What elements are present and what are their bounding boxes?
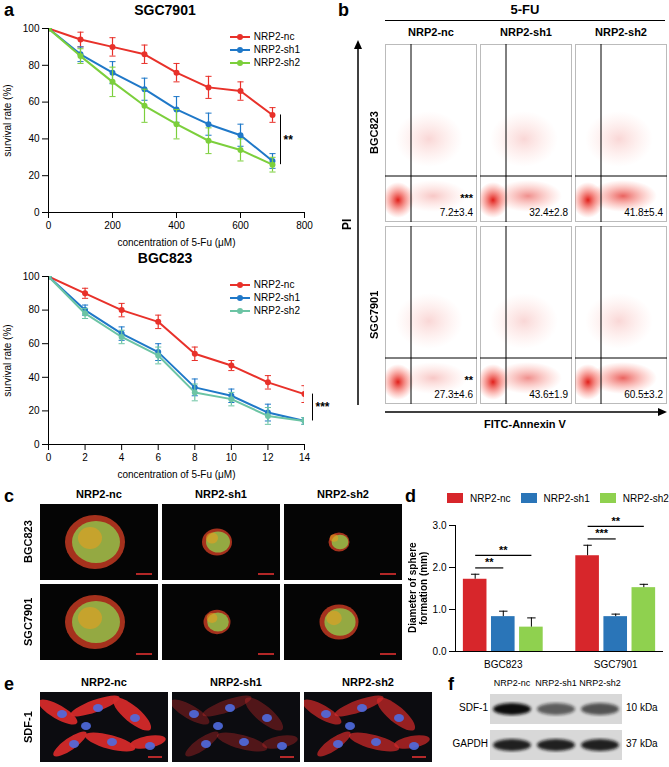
html-text:SGC7901: SGC7901	[368, 290, 380, 340]
svg-text:SGC7901: SGC7901	[594, 659, 638, 670]
html-text:NRP2-sh1: NRP2-sh1	[195, 488, 247, 500]
svg-text:14: 14	[299, 452, 311, 463]
html-text:NRP2-nc: NRP2-nc	[470, 492, 511, 504]
html-text:NRP2-sh1: NRP2-sh1	[253, 44, 300, 55]
svg-text:0: 0	[46, 220, 52, 231]
svg-text:***: ***	[460, 192, 474, 204]
svg-text:800: 800	[296, 220, 313, 231]
html-text:NRP2-sh1: NRP2-sh1	[253, 292, 300, 303]
html-text:NRP2-sh2: NRP2-sh2	[253, 305, 300, 316]
html-text:e: e	[4, 674, 14, 694]
html-text:SDF-1: SDF-1	[459, 702, 488, 713]
html-text:b: b	[338, 0, 349, 20]
html-text:NRP2-sh2: NRP2-sh2	[317, 488, 369, 500]
html-text:c: c	[4, 486, 14, 506]
svg-text:100: 100	[23, 23, 40, 34]
svg-text:3.0: 3.0	[433, 520, 447, 531]
html-text:PI: PI	[340, 218, 354, 230]
html-text:SDF-1: SDF-1	[22, 711, 34, 743]
html-text:NRP2-nc: NRP2-nc	[81, 676, 127, 688]
html-text:d: d	[405, 486, 416, 506]
html-text:NRP2-sh1: NRP2-sh1	[500, 26, 552, 38]
html-text:NRP2-sh2: NRP2-sh2	[253, 57, 300, 68]
svg-text:600: 600	[232, 220, 249, 231]
html-text:GAPDH: GAPDH	[452, 738, 488, 749]
svg-text:10: 10	[226, 452, 238, 463]
html-text:BGC823: BGC823	[368, 111, 380, 155]
svg-text:40: 40	[28, 133, 40, 144]
svg-text:concentration of 5-Fu (μM): concentration of 5-Fu (μM)	[117, 237, 235, 248]
svg-text:20: 20	[28, 405, 40, 416]
html-text:NRP2-sh2: NRP2-sh2	[342, 676, 394, 688]
html-text:BGC823: BGC823	[22, 520, 34, 564]
html-text:NRP2-sh1: NRP2-sh1	[210, 676, 262, 688]
html-text:NRP2-sh1: NRP2-sh1	[543, 492, 590, 504]
html-text:NRP2-nc: NRP2-nc	[408, 26, 454, 38]
svg-text:100: 100	[23, 271, 40, 282]
svg-text:41.8±5.4: 41.8±5.4	[624, 207, 663, 218]
svg-text:27.3±4.6: 27.3±4.6	[434, 389, 473, 400]
svg-text:60: 60	[28, 96, 40, 107]
svg-text:0: 0	[34, 207, 40, 218]
svg-text:BGC823: BGC823	[484, 659, 523, 670]
html-text:37 kDa: 37 kDa	[626, 738, 658, 749]
svg-text:concentration of 5-Fu (μM): concentration of 5-Fu (μM)	[117, 469, 235, 480]
svg-text:80: 80	[28, 60, 40, 71]
svg-text:survival rate (%): survival rate (%)	[2, 324, 13, 396]
html-text:NRP2-nc: NRP2-nc	[253, 31, 295, 42]
html-text:FITC-Annexin V: FITC-Annexin V	[484, 418, 566, 430]
html-text:NRP2-sh1 NRP2-sh2: NRP2-sh1 NRP2-sh2	[535, 678, 621, 688]
html-text:NRP2-nc: NRP2-nc	[76, 488, 122, 500]
svg-text:2.0: 2.0	[433, 562, 447, 573]
html-text:BGC823: BGC823	[137, 250, 193, 266]
html-text:SGC7901: SGC7901	[134, 2, 196, 18]
svg-text:8: 8	[192, 452, 198, 463]
html-text:Diameter of sphere formation (: Diameter of sphere formation (mm)	[407, 542, 429, 634]
svg-text:7.2±3.4: 7.2±3.4	[440, 207, 474, 218]
html-text:NRP2-nc: NRP2-nc	[493, 678, 531, 688]
svg-text:60.5±3.2: 60.5±3.2	[624, 389, 663, 400]
svg-text:***: ***	[595, 527, 609, 539]
svg-text:**: **	[284, 133, 294, 147]
svg-text:40: 40	[28, 372, 40, 383]
svg-text:4: 4	[119, 452, 125, 463]
svg-text:12: 12	[262, 452, 274, 463]
svg-text:0.0: 0.0	[433, 646, 447, 657]
svg-text:32.4±2.8: 32.4±2.8	[529, 207, 568, 218]
svg-text:1.0: 1.0	[433, 604, 447, 615]
svg-text:43.6±1.9: 43.6±1.9	[529, 389, 568, 400]
svg-text:**: **	[464, 374, 473, 386]
svg-text:0: 0	[46, 452, 52, 463]
svg-text:survival rate (%): survival rate (%)	[2, 84, 13, 156]
svg-text:6: 6	[155, 452, 161, 463]
svg-text:20: 20	[28, 170, 40, 181]
svg-text:80: 80	[28, 304, 40, 315]
html-text:SGC7901: SGC7901	[22, 597, 34, 647]
svg-text:***: ***	[316, 400, 330, 414]
svg-text:**: **	[611, 515, 620, 527]
svg-text:200: 200	[104, 220, 121, 231]
svg-text:**: **	[485, 556, 494, 568]
svg-text:400: 400	[168, 220, 185, 231]
html-text:a: a	[4, 0, 14, 20]
html-text:NRP2-sh2: NRP2-sh2	[622, 492, 669, 504]
html-text:NRP2-sh2: NRP2-sh2	[595, 26, 647, 38]
svg-text:**: **	[499, 544, 508, 556]
html-text:10 kDa: 10 kDa	[626, 702, 658, 713]
svg-text:0: 0	[34, 439, 40, 450]
html-text:5-FU: 5-FU	[510, 2, 540, 17]
svg-text:60: 60	[28, 338, 40, 349]
svg-text:2: 2	[82, 452, 88, 463]
html-text:NRP2-nc: NRP2-nc	[253, 279, 295, 290]
html-text:f: f	[448, 674, 454, 694]
